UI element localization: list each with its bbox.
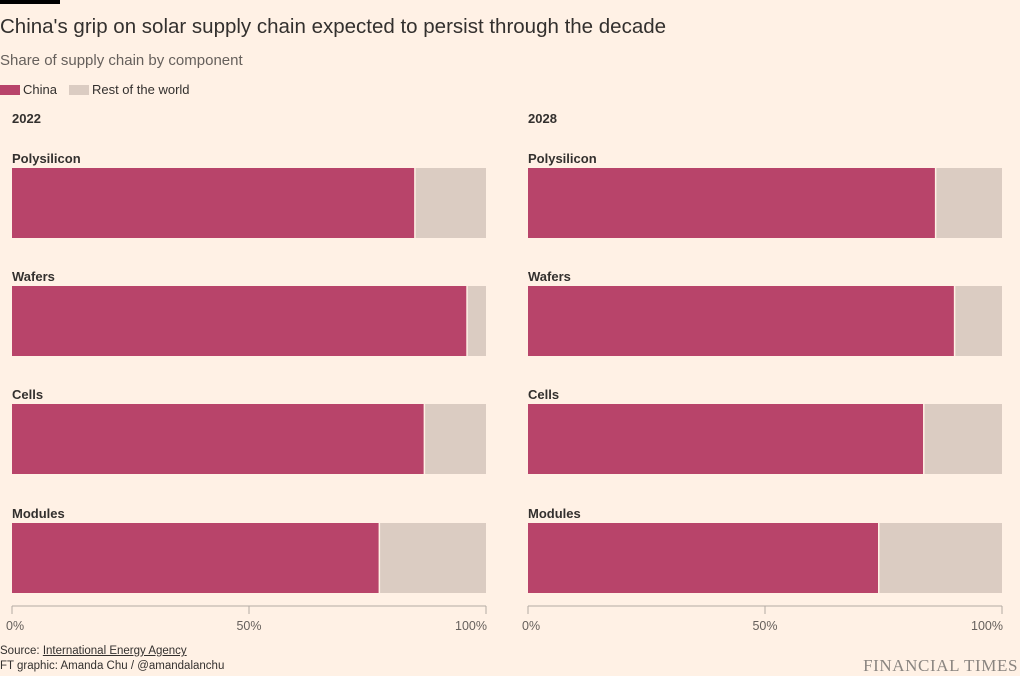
panel-2028-bar-modules-rest-of-the-world xyxy=(878,523,1002,593)
panel-2022-category-label-cells: Cells xyxy=(12,387,43,402)
panel-2022-x-tick-label: 50% xyxy=(236,619,261,633)
panel-2028-category-label-polysilicon: Polysilicon xyxy=(528,151,597,166)
panel-2028-bar-cells-china xyxy=(528,404,924,474)
panel-2022-x-tick-label: 100% xyxy=(455,619,487,633)
legend-swatch-rest-of-world xyxy=(68,84,89,95)
graphic-credit: FT graphic: Amanda Chu / @amandalanchu xyxy=(0,660,225,672)
panel-2022-bar-modules-rest-of-the-world xyxy=(379,523,486,593)
panel-2028-category-label-cells: Cells xyxy=(528,387,559,402)
source-prefix: Source: xyxy=(0,645,43,657)
source-link[interactable]: International Energy Agency xyxy=(42,645,187,657)
panel-2028-bar-modules-china xyxy=(528,523,879,593)
panel-2022-bar-polysilicon-china xyxy=(12,168,415,238)
panel-2022-bar-cells-china xyxy=(12,404,425,474)
panel-2028-category-label-modules: Modules xyxy=(528,506,581,521)
panel-2022-bar-wafers-china xyxy=(12,286,468,356)
ft-logo: FINANCIAL TIMES xyxy=(863,656,1018,675)
panel-2022-bar-wafers-rest-of-the-world xyxy=(467,286,486,356)
panel-2028-title: 2028 xyxy=(528,111,557,126)
brand-accent-bar xyxy=(0,0,60,4)
stacked-bar-charts: 2022 Polysilicon Wafers Cells Modules 0% 50% 10… xyxy=(6,111,1003,633)
legend-swatch-china xyxy=(0,84,20,95)
panel-2022-category-label-modules: Modules xyxy=(12,506,65,521)
legend: China Rest of the world xyxy=(0,82,198,97)
legend-item-china: China xyxy=(0,82,57,97)
source-note: Source: International Energy Agency xyxy=(0,645,187,657)
legend-item-rest-of-world: Rest of the world xyxy=(65,82,190,97)
chart-title: China's grip on solar supply chain expec… xyxy=(0,15,667,38)
panel-2022-bar-polysilicon-rest-of-the-world xyxy=(414,168,486,238)
panel-2028-bar-polysilicon-rest-of-the-world xyxy=(935,168,1002,238)
panel-2028-bar-wafers-china xyxy=(528,286,955,356)
panel-2028-x-tick-label: 0% xyxy=(522,619,540,633)
panel-2022-bar-modules-china xyxy=(12,523,380,593)
legend-label-rest-of-world: Rest of the world xyxy=(91,82,190,97)
legend-label-china: China xyxy=(23,82,57,97)
panel-2028-category-label-wafers: Wafers xyxy=(528,269,571,284)
panel-2022-x-tick-label: 0% xyxy=(6,619,24,633)
panel-2028-x-tick-label: 100% xyxy=(971,619,1003,633)
panel-2022-category-label-wafers: Wafers xyxy=(12,269,55,284)
panel-2022-title: 2022 xyxy=(12,111,41,126)
panel-2028-bar-polysilicon-china xyxy=(528,168,936,238)
panel-2028-bar-wafers-rest-of-the-world xyxy=(954,286,1002,356)
panel-2028-bar-cells-rest-of-the-world xyxy=(923,404,1002,474)
panel-2022-category-label-polysilicon: Polysilicon xyxy=(12,151,81,166)
panel-2028-x-tick-label: 50% xyxy=(752,619,777,633)
panel-2022-bar-cells-rest-of-the-world xyxy=(424,404,486,474)
chart-subtitle: Share of supply chain by component xyxy=(0,52,243,69)
